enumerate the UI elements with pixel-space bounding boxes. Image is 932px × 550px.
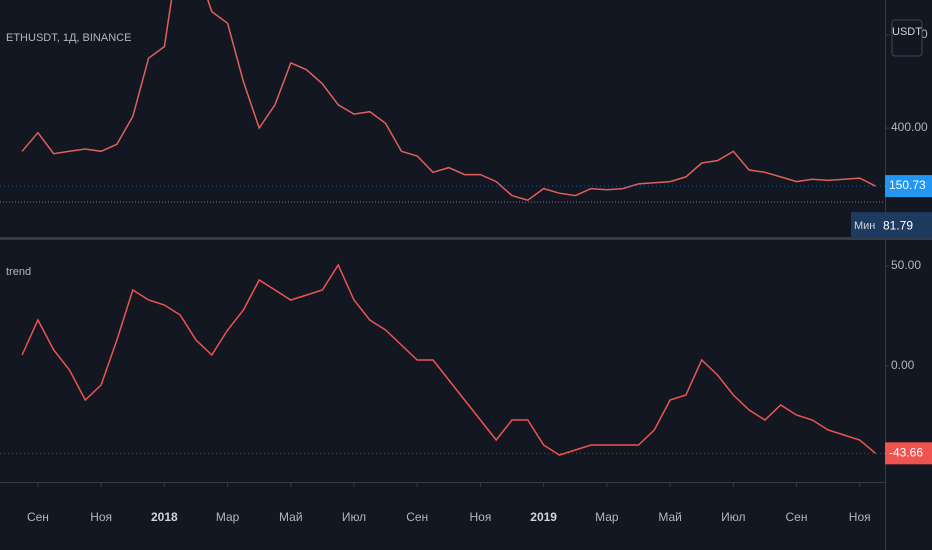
- x-tick-label: Май: [279, 510, 303, 524]
- min-badge: [851, 212, 932, 239]
- unit-button: [891, 19, 923, 57]
- x-tick-label: Ноя: [470, 510, 492, 524]
- x-tick-label: Сен: [406, 510, 428, 524]
- x-tick-label: Ноя: [90, 510, 112, 524]
- x-tick-label: Сен: [786, 510, 808, 524]
- min-label: Мин: [854, 220, 875, 232]
- x-tick-label: 2019: [530, 510, 557, 524]
- unit-button-label[interactable]: USDT: [892, 26, 922, 38]
- y-tick-label: 0.00: [891, 358, 915, 372]
- x-tick-label: Май: [658, 510, 682, 524]
- x-tick-label: Мар: [595, 510, 619, 524]
- last-value-badge: [885, 442, 932, 465]
- x-tick-label: Ноя: [849, 510, 871, 524]
- chart-title: ETHUSDT, 1Д, BINANCE: [6, 32, 131, 44]
- series-line: [21, 0, 876, 202]
- x-tick-label: Мар: [216, 510, 240, 524]
- last-value-badge: [885, 175, 932, 198]
- y-tick-label: 50.00: [891, 258, 921, 272]
- y-tick-label: 400.00: [891, 120, 928, 134]
- min-value-label: 81.79: [883, 218, 913, 232]
- last-value-label: -43.66: [889, 445, 923, 459]
- x-tick-label: Июл: [342, 510, 366, 524]
- last-value-label: 150.73: [889, 178, 926, 192]
- x-tick-label: Июл: [721, 510, 745, 524]
- x-tick-label: Сен: [27, 510, 49, 524]
- series-line: [21, 263, 876, 456]
- indicator-title: trend: [6, 266, 31, 278]
- x-tick-label: 2018: [151, 510, 178, 524]
